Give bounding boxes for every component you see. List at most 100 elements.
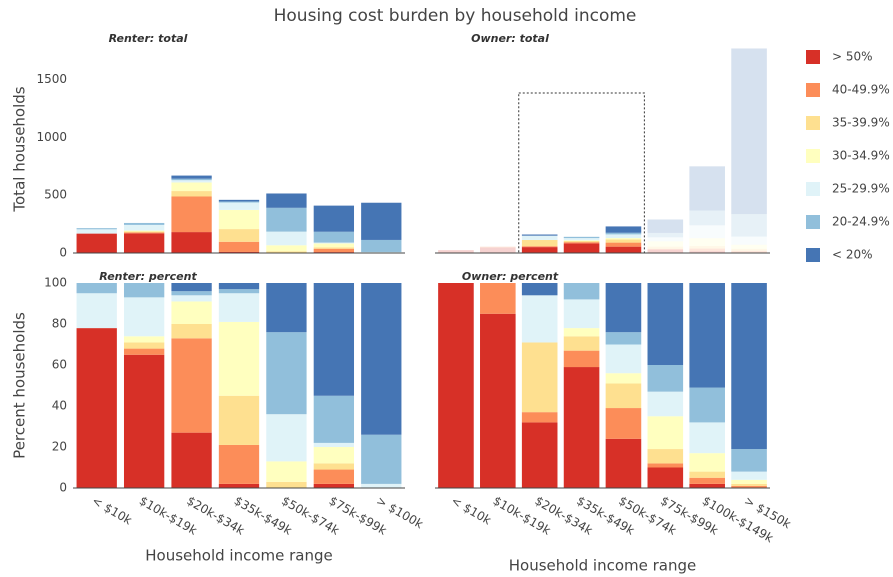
- bar-segment: [563, 283, 600, 300]
- bar-segment: [605, 332, 642, 345]
- legend-swatch: [806, 215, 820, 229]
- bar-segment: [218, 283, 260, 290]
- bar-segment: [123, 233, 165, 253]
- bar-segment: [647, 449, 684, 464]
- bar-segment: [563, 299, 600, 329]
- bar-segment: [689, 477, 725, 484]
- legend-label: 35-39.9%: [832, 116, 890, 130]
- bar-segment: [689, 166, 725, 211]
- bar-segment: [361, 434, 402, 484]
- bar-segment: [480, 313, 516, 488]
- bar-segment: [605, 242, 642, 247]
- bar-segment: [313, 248, 355, 253]
- bar-segment: [731, 449, 767, 472]
- subplot-title: Owner: percent: [462, 270, 559, 283]
- bar-segment: [521, 235, 558, 240]
- bar-segment: [218, 199, 260, 202]
- bar-segment: [266, 231, 307, 246]
- bar-segment: [313, 442, 355, 447]
- bar-segment: [563, 238, 600, 241]
- bar-segment: [731, 48, 767, 215]
- bar-segment: [266, 207, 307, 232]
- bar-segment: [313, 231, 355, 243]
- y-tick-label: 100: [44, 276, 67, 290]
- bar-segment: [647, 248, 684, 250]
- bar-segment: [361, 202, 402, 240]
- bar-segment: [76, 229, 117, 234]
- bar-segment: [313, 247, 355, 249]
- bar-segment: [563, 242, 600, 244]
- x-tick-label: < $10k: [89, 494, 134, 528]
- bar-segment: [731, 236, 767, 245]
- bar-segment: [689, 387, 725, 423]
- bar-segment: [605, 344, 642, 374]
- legend-label: 30-34.9%: [832, 149, 890, 163]
- y-tick-label: 0: [59, 246, 67, 260]
- bar-segment: [438, 250, 474, 253]
- bar-segment: [171, 232, 212, 253]
- bar-segment: [605, 232, 642, 235]
- legend-label: 25-29.9%: [832, 182, 890, 196]
- bar-segment: [563, 350, 600, 368]
- bar-segment: [689, 471, 725, 478]
- legend-swatch: [806, 149, 820, 163]
- bar-segment: [171, 295, 212, 302]
- bar-segment: [76, 283, 117, 294]
- bar-segment: [218, 241, 260, 252]
- legend-swatch: [806, 182, 820, 196]
- bar-segment: [647, 246, 684, 249]
- bar-segment: [563, 236, 600, 239]
- bar-segment: [171, 324, 212, 339]
- bar-segment: [171, 291, 212, 296]
- legend-swatch: [806, 83, 820, 97]
- bar-segment: [689, 483, 725, 488]
- bar-segment: [521, 422, 558, 488]
- bar-segment: [313, 283, 355, 396]
- bar-segment: [171, 283, 212, 292]
- bar-segment: [563, 336, 600, 351]
- subplot-title: Owner: total: [471, 32, 549, 45]
- bar-segment: [123, 354, 165, 488]
- bar-segment: [171, 175, 212, 179]
- bar-segment: [218, 395, 260, 445]
- bar-segment: [605, 238, 642, 240]
- bar-segment: [647, 391, 684, 417]
- bar-segment: [605, 246, 642, 253]
- bar-segment: [171, 338, 212, 433]
- bar-segment: [218, 202, 260, 210]
- x-axis-label: Household income range: [145, 547, 332, 565]
- bar-segment: [647, 232, 684, 238]
- bar-segment: [605, 283, 642, 333]
- y-tick-label: 1000: [36, 130, 67, 144]
- bar-segment: [731, 479, 767, 484]
- bar-segment: [218, 209, 260, 230]
- bar-segment: [218, 289, 260, 294]
- y-tick-label: 40: [52, 399, 67, 413]
- bar-segment: [605, 408, 642, 439]
- bar-segment: [266, 193, 307, 208]
- bar-segment: [313, 447, 355, 464]
- bar-segment: [171, 432, 212, 488]
- subplot-title: Renter: total: [109, 32, 188, 45]
- bar-segment: [266, 251, 307, 253]
- legend-label: 20-24.9%: [832, 215, 890, 229]
- bar-segment: [218, 444, 260, 484]
- bar-segment: [689, 248, 725, 252]
- bar-segment: [123, 348, 165, 355]
- bar-segment: [605, 438, 642, 488]
- bar-segment: [689, 422, 725, 454]
- bar-segment: [171, 180, 212, 183]
- bar-segment: [647, 241, 684, 247]
- bar-segment: [123, 224, 165, 231]
- bar-segment: [123, 222, 165, 225]
- y-tick-label: 80: [52, 317, 67, 331]
- bar-segment: [438, 283, 474, 488]
- bar-segment: [218, 321, 260, 396]
- bar-segment: [731, 250, 767, 253]
- bar-segment: [731, 485, 767, 488]
- bar-segment: [689, 246, 725, 249]
- bar-segment: [76, 293, 117, 329]
- bar-segment: [361, 483, 402, 488]
- bar-segment: [218, 229, 260, 242]
- bar-segment: [731, 471, 767, 480]
